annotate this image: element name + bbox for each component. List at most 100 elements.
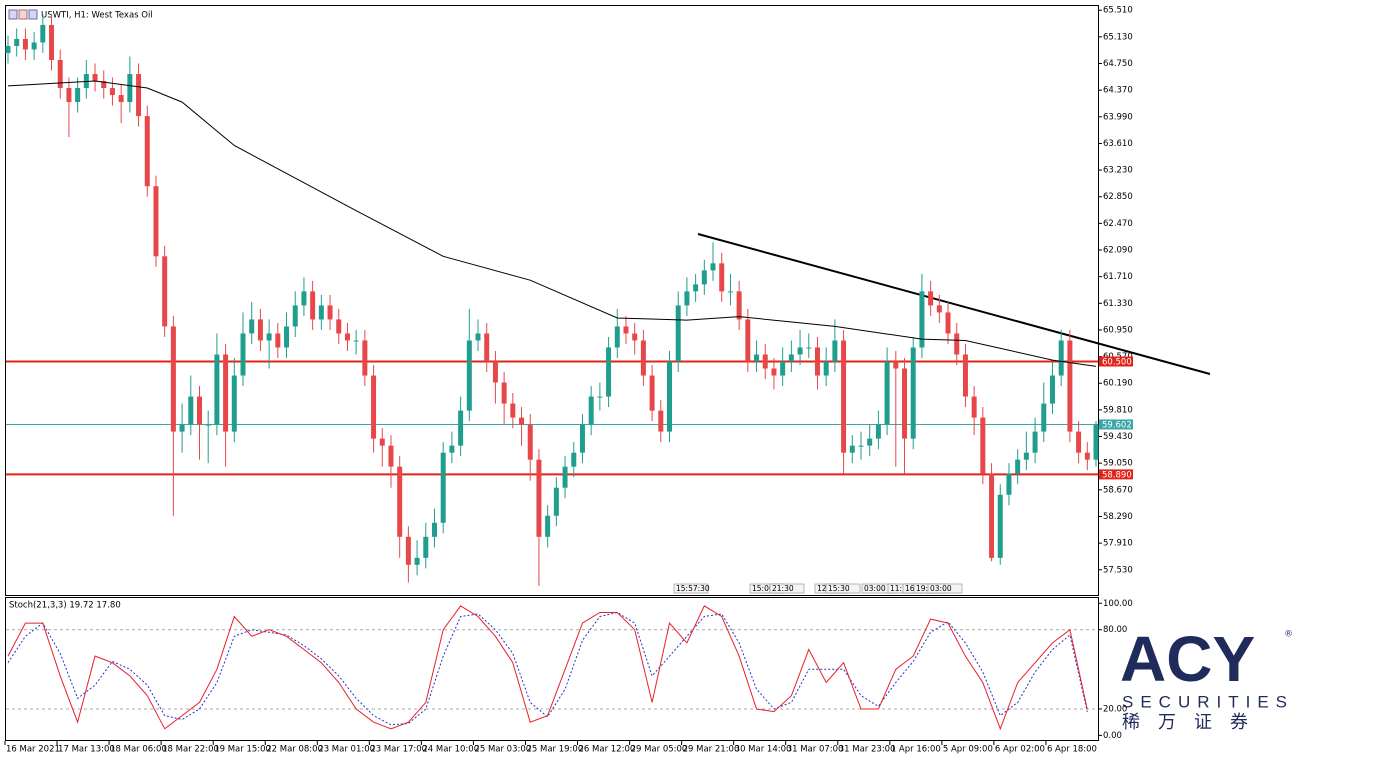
candle-body <box>318 305 324 320</box>
candle-body <box>989 473 995 558</box>
x-tick-label: 26 Mar 12:00 <box>579 745 636 755</box>
candle-body <box>1067 340 1073 432</box>
time-marker-box <box>825 583 861 594</box>
candle-body <box>144 116 150 187</box>
x-tick-label: 18 Mar 06:00 <box>110 745 167 755</box>
level-label: 60.500 <box>1102 358 1132 368</box>
x-tick-label: 30 Mar 14:00 <box>735 745 792 755</box>
candle-body <box>632 333 638 341</box>
time-marker-box <box>769 583 805 594</box>
x-tick-label: 19 Mar 15:00 <box>214 745 271 755</box>
candle-body <box>649 375 655 411</box>
y-tick-label: 63.230 <box>1103 166 1133 176</box>
candle-body <box>553 487 559 516</box>
x-tick-label: 29 Mar 21:00 <box>683 745 740 755</box>
stoch-frame <box>5 597 1099 741</box>
y-tick-label: 62.850 <box>1103 192 1133 202</box>
candle-body <box>832 340 838 362</box>
symbol-icon <box>8 9 38 20</box>
y-tick-label: 0.00 <box>1103 731 1122 741</box>
y-tick-label: 65.510 <box>1103 6 1133 16</box>
candle-body <box>719 263 725 292</box>
candle-body <box>858 445 864 447</box>
candle-body <box>266 333 272 341</box>
candle-body <box>536 459 542 537</box>
time-marker: 15:30 <box>828 584 850 593</box>
candle-body <box>1084 452 1090 460</box>
candle-body <box>423 536 429 558</box>
y-tick-label: 63.990 <box>1103 112 1133 122</box>
trend-line <box>697 233 1211 375</box>
chart-title: USWTI, H1: West Texas Oil <box>41 11 153 21</box>
candle-body <box>205 424 211 426</box>
y-tick-label: 59.050 <box>1103 459 1133 469</box>
y-tick-label: 64.370 <box>1103 86 1133 96</box>
x-tick-label: 31 Mar 23:00 <box>839 745 896 755</box>
candle-body <box>153 186 159 257</box>
time-marker: 15:00 <box>752 584 774 593</box>
candle-body <box>667 361 673 432</box>
time-marker: 16 <box>905 584 915 593</box>
y-tick-label: 61.330 <box>1103 299 1133 309</box>
candle-body <box>492 361 498 383</box>
x-tick-label: 17 Mar 13:00 <box>58 745 115 755</box>
candle-body <box>675 305 681 362</box>
x-tick-label: 31 Mar 07:00 <box>787 745 844 755</box>
x-tick-label: 29 Mar 05:00 <box>631 745 688 755</box>
candle-body <box>780 361 786 376</box>
level-label: 58.890 <box>1102 470 1132 480</box>
candle-body <box>170 326 176 432</box>
candle-body <box>936 305 942 313</box>
stoch-line <box>7 605 1088 731</box>
candle-body <box>797 347 803 355</box>
candle-body <box>275 333 281 348</box>
main-frame <box>5 5 1099 596</box>
candle-body <box>22 38 28 50</box>
y-tick-label: 63.610 <box>1103 139 1133 149</box>
candle-body <box>405 536 411 565</box>
y-tick-label: 62.470 <box>1103 219 1133 229</box>
candle-body <box>379 438 385 446</box>
candle-body <box>510 403 516 418</box>
candle-body <box>397 466 403 537</box>
candle-body <box>919 291 925 348</box>
x-tick-label: 16 Mar 2021 <box>6 745 60 755</box>
candle-body <box>745 319 751 362</box>
candle-body <box>640 340 646 376</box>
time-marker: 15:57:30 <box>676 584 710 593</box>
candle-body <box>606 347 612 397</box>
candle-body <box>945 312 951 334</box>
candle-body <box>371 375 377 439</box>
y-tick-label: 20.00 <box>1103 704 1127 714</box>
indicator-title: Stoch(21,3,3) 19.72 17.80 <box>9 601 121 611</box>
candle-body <box>980 417 986 474</box>
candle-body <box>284 326 290 348</box>
x-tick-label: 6 Apr 18:00 <box>1047 745 1097 755</box>
time-marker: 12 <box>817 584 827 593</box>
candle-body <box>928 291 934 306</box>
candle-body <box>292 305 298 327</box>
level-label-box <box>1099 419 1133 430</box>
candle-body <box>701 270 707 285</box>
candle-body <box>971 396 977 418</box>
x-tick-label: 24 Mar 10:00 <box>422 745 479 755</box>
candle-body <box>162 256 168 327</box>
time-marker: 11: <box>890 584 902 593</box>
candle-body <box>49 24 55 60</box>
candle-body <box>1032 431 1038 453</box>
candle-body <box>962 354 968 397</box>
logo-securities: SECURITIES <box>1122 692 1294 711</box>
logo: ACY ® SECURITIES 稀万证券 <box>1120 623 1294 733</box>
logo-mark: ® <box>1284 630 1293 640</box>
candle-body <box>762 354 768 369</box>
y-tick-label: 60.190 <box>1103 379 1133 389</box>
candle-body <box>475 333 481 341</box>
candle-body <box>527 424 533 460</box>
y-tick-label: 58.670 <box>1103 485 1133 495</box>
candle-body <box>875 424 881 439</box>
candle-body <box>327 305 333 320</box>
y-tick-label: 62.090 <box>1103 246 1133 256</box>
candle-body <box>910 347 916 439</box>
candle-body <box>1041 403 1047 432</box>
